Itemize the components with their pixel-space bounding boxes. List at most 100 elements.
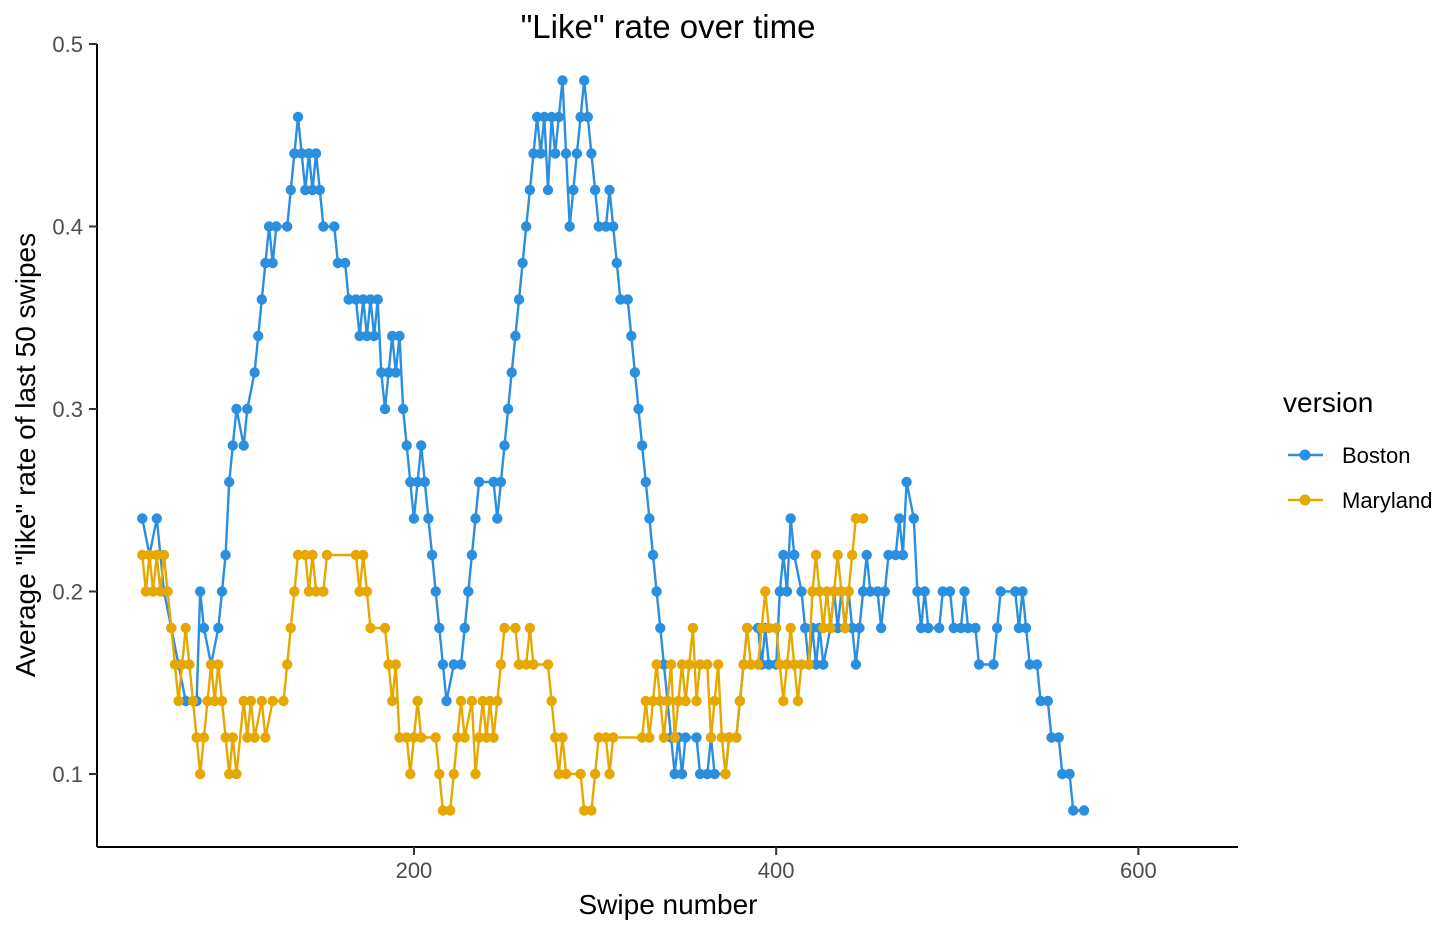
data-point: [354, 330, 365, 342]
data-point: [560, 768, 572, 780]
data-point: [742, 622, 753, 634]
data-point: [785, 622, 796, 634]
data-point: [448, 659, 459, 670]
data-point: [879, 586, 890, 597]
data-point: [387, 695, 398, 707]
data-point: [850, 659, 862, 670]
data-point: [694, 768, 706, 780]
data-point: [691, 695, 702, 707]
data-point: [376, 367, 387, 378]
data-point: [528, 659, 539, 670]
legend-item-boston: Boston: [1288, 443, 1411, 468]
data-point: [934, 622, 945, 634]
data-point: [321, 549, 333, 561]
data-point: [803, 659, 814, 670]
data-point: [358, 294, 369, 305]
data-point: [282, 659, 293, 670]
data-point: [872, 586, 883, 597]
data-point: [242, 403, 253, 415]
data-point: [948, 622, 959, 634]
data-point: [144, 549, 155, 561]
data-point: [890, 549, 901, 561]
data-point: [959, 586, 970, 597]
legend-key-point: [1299, 449, 1311, 461]
y-axis-title: Average "like" rate of last 50 swipes: [10, 233, 41, 677]
data-point: [401, 440, 412, 451]
data-point: [589, 184, 601, 196]
data-point: [361, 586, 373, 597]
data-point: [216, 586, 228, 597]
data-point: [441, 695, 452, 707]
data-point: [579, 75, 590, 86]
data-point: [655, 695, 666, 707]
x-tick-label: 400: [758, 858, 795, 883]
data-point: [644, 513, 655, 524]
data-point: [738, 659, 749, 670]
data-point: [825, 622, 836, 634]
legend-item-maryland: Maryland: [1288, 488, 1432, 513]
data-point: [466, 549, 478, 561]
data-point: [785, 513, 796, 524]
data-point: [437, 659, 449, 670]
data-point: [734, 695, 746, 707]
data-point: [557, 732, 568, 743]
data-point: [658, 659, 670, 670]
data-point: [1013, 622, 1025, 634]
data-point: [245, 695, 257, 707]
data-point: [915, 622, 927, 634]
data-point: [655, 622, 666, 634]
data-point: [191, 732, 202, 743]
data-point: [550, 148, 561, 159]
data-point: [807, 586, 818, 597]
data-point: [600, 221, 612, 232]
data-point: [329, 221, 340, 232]
data-point: [586, 148, 597, 159]
data-point: [517, 257, 528, 269]
legend-items: Boston Maryland: [1288, 443, 1432, 513]
data-point: [477, 695, 488, 707]
data-point: [394, 732, 405, 743]
data-point: [1046, 732, 1057, 743]
data-point: [995, 586, 1006, 597]
data-point: [763, 622, 775, 634]
data-point: [731, 732, 742, 743]
data-point: [970, 622, 981, 634]
data-point: [716, 732, 727, 743]
data-point: [593, 732, 604, 743]
data-point: [799, 622, 811, 634]
data-point: [195, 586, 206, 597]
x-tick-label: 600: [1120, 858, 1157, 883]
data-point: [195, 768, 206, 780]
data-point: [339, 257, 351, 269]
data-point: [358, 549, 369, 561]
data-point: [216, 695, 228, 707]
data-point: [372, 294, 383, 305]
data-point: [140, 586, 152, 597]
data-point: [814, 586, 825, 597]
data-point: [658, 732, 670, 743]
data-point: [470, 768, 481, 780]
data-point: [894, 513, 905, 524]
data-point: [604, 184, 615, 196]
data-point: [155, 586, 166, 597]
data-point: [495, 659, 507, 670]
data-point: [267, 257, 278, 269]
legend-label: Maryland: [1342, 488, 1432, 513]
data-point: [205, 659, 217, 670]
data-point: [289, 586, 300, 597]
data-point: [542, 184, 554, 196]
data-point: [600, 732, 612, 743]
data-point: [198, 732, 210, 743]
data-point: [796, 586, 807, 597]
data-point: [492, 695, 503, 707]
data-point: [850, 513, 862, 524]
data-point: [300, 184, 311, 196]
data-point: [473, 476, 485, 488]
data-point: [991, 622, 1003, 634]
data-point: [267, 695, 278, 707]
data-point: [238, 440, 249, 451]
data-point: [495, 476, 507, 488]
data-point: [412, 695, 423, 707]
data-point: [640, 476, 651, 488]
x-axis-title: Swipe number: [579, 889, 758, 920]
